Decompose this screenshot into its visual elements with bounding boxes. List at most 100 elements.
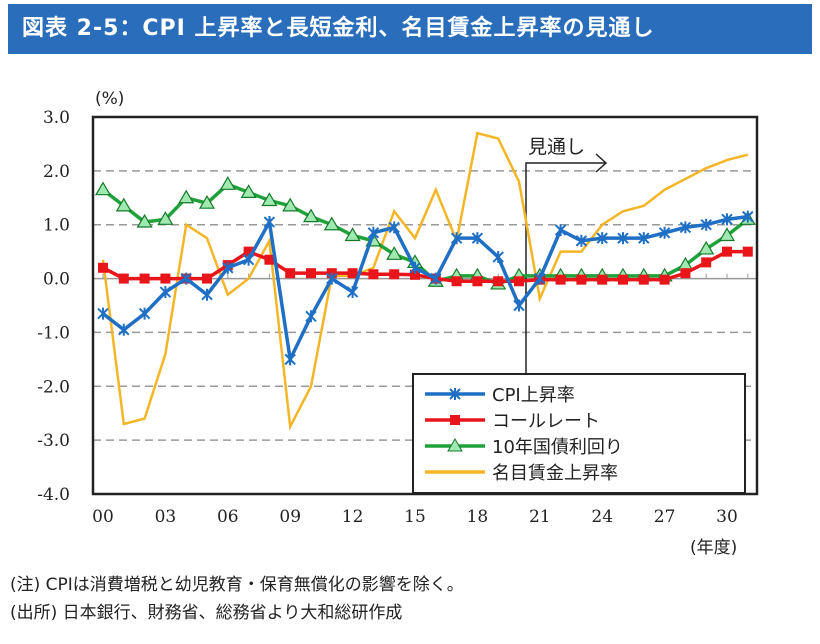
data-point-asterisk <box>471 232 484 245</box>
data-point-asterisk <box>638 232 650 245</box>
data-point-square <box>118 273 129 284</box>
y-tick-label: 3.0 <box>43 108 70 128</box>
legend-label: 名目賃金上昇率 <box>492 463 618 484</box>
data-point-triangle <box>302 208 320 223</box>
legend-label: CPI上昇率 <box>492 385 575 406</box>
arrow-right-icon <box>595 153 608 173</box>
data-point-triangle <box>198 194 216 209</box>
data-point-triangle <box>386 246 403 260</box>
data-point-triangle <box>136 213 153 228</box>
legend-marker <box>449 388 461 400</box>
x-tick-label: 30 <box>716 507 738 527</box>
x-axis-label: (年度) <box>690 538 737 558</box>
data-point-asterisk <box>326 272 338 285</box>
data-point-square <box>264 254 275 265</box>
legend-marker <box>447 438 463 452</box>
data-point-square <box>472 276 483 287</box>
data-point-asterisk <box>513 299 525 312</box>
data-point-square <box>160 273 171 284</box>
data-point-triangle <box>323 216 340 231</box>
legend-label: コールレート <box>492 411 600 432</box>
note-text: (注) CPIは消費増税と幼児教育・保育無償化の影響を除く。 <box>10 575 464 595</box>
data-point-square <box>139 273 150 284</box>
data-point-triangle <box>718 227 736 242</box>
data-point-square <box>514 276 524 287</box>
y-tick-label: 1.0 <box>43 216 70 236</box>
y-tick-label: 0.0 <box>43 270 70 290</box>
data-point-square <box>368 269 379 280</box>
data-point-square <box>680 268 691 279</box>
data-point-asterisk <box>534 272 546 285</box>
data-point-square <box>306 268 316 279</box>
data-point-triangle <box>261 192 278 207</box>
data-point-asterisk <box>263 216 276 229</box>
data-point-square <box>555 274 566 285</box>
data-point-square <box>389 269 400 280</box>
data-point-asterisk <box>575 234 588 247</box>
y-tick-label: -4.0 <box>37 485 70 505</box>
data-point-triangle <box>157 211 174 225</box>
data-point-asterisk <box>367 226 380 239</box>
y-tick-label: -2.0 <box>37 377 70 397</box>
data-point-triangle <box>698 240 715 255</box>
data-point-square <box>701 257 712 268</box>
data-point-square <box>98 262 108 273</box>
x-tick-label: 09 <box>279 507 301 527</box>
data-point-square <box>410 269 420 280</box>
data-point-asterisk <box>242 253 255 266</box>
data-point-asterisk <box>180 272 192 285</box>
series-line-3 <box>101 131 749 431</box>
data-point-square <box>638 274 649 285</box>
data-point-asterisk <box>159 286 172 299</box>
data-point-asterisk <box>430 272 442 285</box>
source-text: (出所) 日本銀行、財務省、総務省より大和総研作成 <box>10 603 403 623</box>
data-point-asterisk <box>118 323 130 336</box>
chart-title: 図表 2-5：CPI 上昇率と長短金利、名目賃金上昇率の見通し <box>8 4 812 54</box>
data-point-square <box>202 273 212 284</box>
x-tick-label: 15 <box>404 507 426 527</box>
data-point-asterisk <box>305 310 317 323</box>
data-point-asterisk <box>388 221 400 234</box>
data-point-asterisk <box>700 218 712 231</box>
data-point-triangle <box>282 197 299 212</box>
data-point-square <box>722 246 732 257</box>
legend-marker <box>450 415 460 425</box>
data-point-asterisk <box>346 286 359 299</box>
y-tick-label: -1.0 <box>37 323 70 343</box>
data-point-triangle <box>115 197 132 212</box>
data-point-square <box>576 274 587 285</box>
data-point-square <box>597 274 608 285</box>
x-tick-label: 03 <box>155 507 177 527</box>
data-point-square <box>285 268 296 279</box>
data-point-asterisk <box>617 232 629 245</box>
data-point-asterisk <box>658 226 671 239</box>
data-point-square <box>659 274 670 285</box>
x-tick-label: 18 <box>467 507 489 527</box>
data-point-asterisk <box>742 210 754 223</box>
data-point-asterisk <box>222 261 234 274</box>
data-point-asterisk <box>138 307 151 320</box>
y-tick-label: 2.0 <box>43 162 70 182</box>
data-point-square <box>243 246 254 257</box>
data-point-asterisk <box>97 307 109 320</box>
data-point-asterisk <box>721 213 733 226</box>
y-axis-label: (%) <box>95 89 124 109</box>
data-point-asterisk <box>450 232 463 245</box>
data-point-asterisk <box>492 251 504 264</box>
data-point-square <box>451 276 462 287</box>
series-line-0 <box>101 214 749 366</box>
y-tick-label: -3.0 <box>37 431 70 451</box>
data-point-square <box>742 246 753 257</box>
x-tick-label: 27 <box>654 507 676 527</box>
legend-label: 10年国債利回り <box>492 437 623 458</box>
data-point-square <box>618 274 628 285</box>
x-tick-label: 06 <box>217 507 239 527</box>
x-tick-label: 12 <box>342 507 364 527</box>
forecast-annotation: 見通し <box>528 136 585 158</box>
x-tick-label: 00 <box>92 507 114 527</box>
x-tick-label: 21 <box>529 507 551 527</box>
data-point-asterisk <box>554 224 567 237</box>
data-point-triangle <box>344 227 361 242</box>
data-point-square <box>493 276 504 287</box>
